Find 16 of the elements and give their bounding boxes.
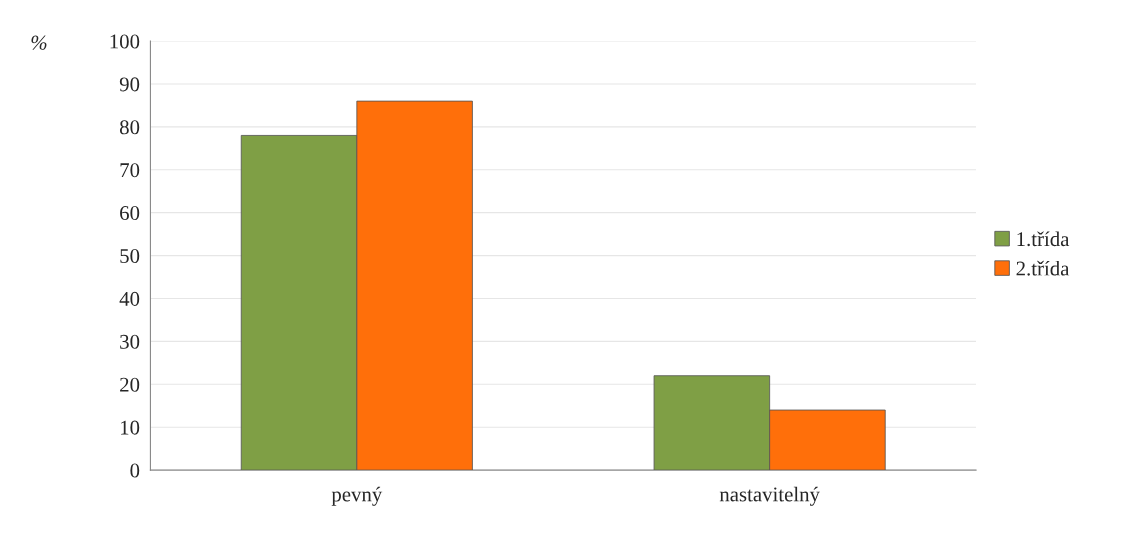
y-tick-label: 20 bbox=[120, 377, 140, 392]
y-tick-label: 40 bbox=[119, 291, 140, 306]
y-tick-label: 70 bbox=[120, 163, 140, 178]
y-tick-label: 100 bbox=[110, 34, 140, 49]
y-tick-label: 90 bbox=[119, 77, 140, 92]
y-tick-label: 0 bbox=[130, 463, 140, 478]
y-tick-label: 30 bbox=[120, 334, 140, 349]
y-tick-label: 10 bbox=[121, 420, 140, 435]
x-tick-label: pevný bbox=[331, 486, 383, 506]
x-tick-label: nastavitelný bbox=[719, 486, 820, 506]
y-tick-label: 60 bbox=[120, 206, 140, 221]
y-tick-label: 50 bbox=[120, 248, 140, 264]
y-tick-label: 80 bbox=[119, 120, 140, 135]
legend-label: 1.třída bbox=[1017, 231, 1070, 247]
y-axis-title: % bbox=[31, 35, 47, 50]
legend-label: 2.třída bbox=[1016, 260, 1070, 276]
